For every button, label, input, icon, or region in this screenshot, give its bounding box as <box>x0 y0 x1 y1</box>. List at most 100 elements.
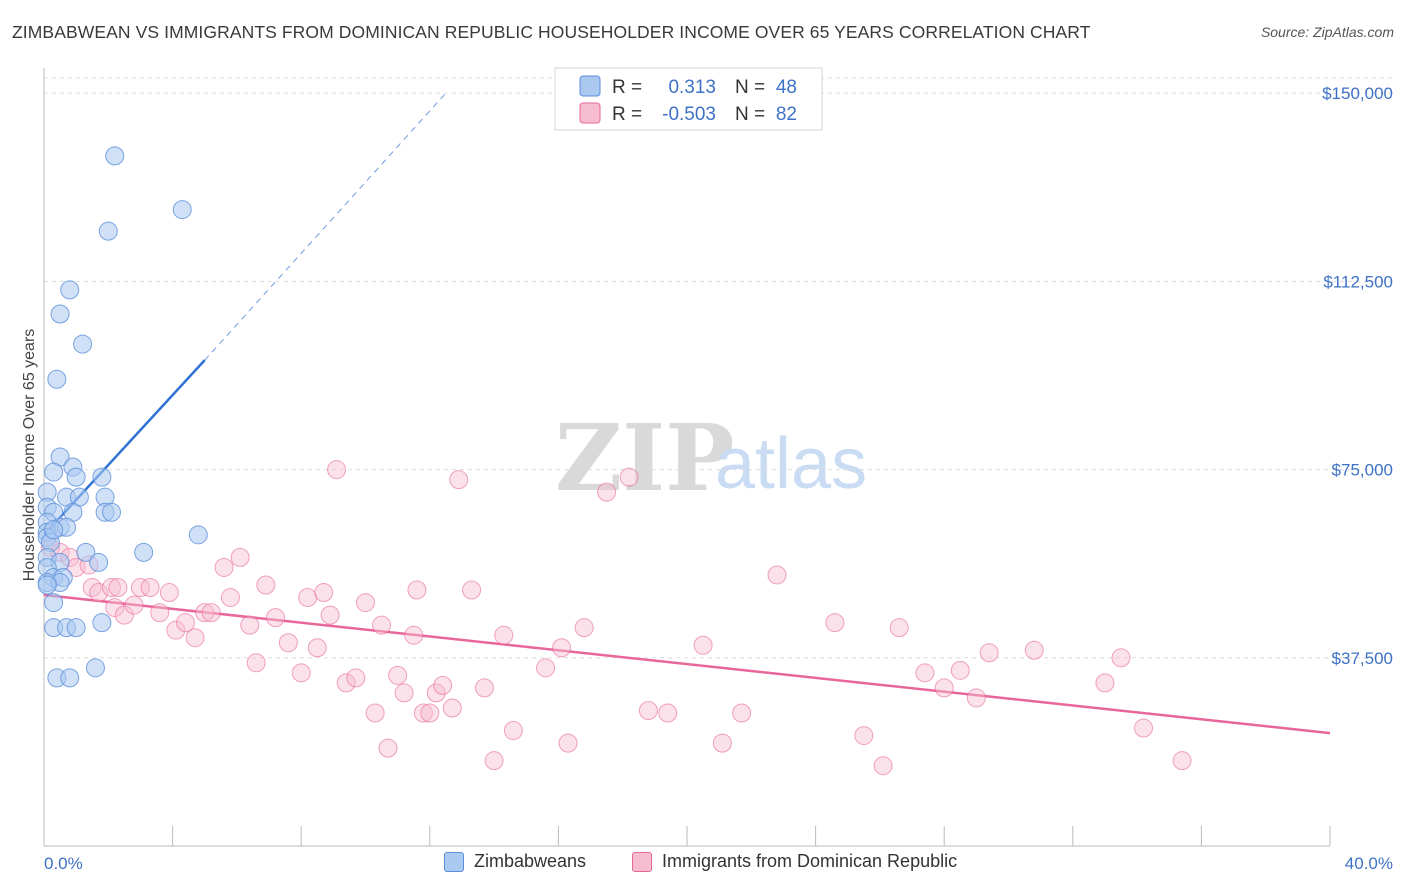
data-point-dominican <box>130 578 150 598</box>
data-point-dominican <box>934 678 954 698</box>
data-point-dominican <box>825 613 845 633</box>
data-point-dominican <box>449 470 469 490</box>
y-tick-label: $150,000 <box>1322 84 1393 103</box>
legend-item-dominican: Immigrants from Dominican Republic <box>632 851 957 872</box>
data-point-dominican <box>1111 648 1131 668</box>
data-point-dominican <box>889 618 909 638</box>
data-point-dominican <box>979 643 999 663</box>
data-point-dominican <box>597 482 617 502</box>
data-point-dominican <box>1134 718 1154 738</box>
data-point-dominican <box>105 598 125 618</box>
watermark-atlas: atlas <box>715 424 867 504</box>
data-point-dominican <box>89 583 109 603</box>
data-point-dominican <box>365 703 385 723</box>
data-point-dominican <box>474 678 494 698</box>
data-point-zimbabwean <box>85 658 105 678</box>
data-point-dominican <box>159 583 179 603</box>
data-point-dominican <box>693 635 713 655</box>
data-point-dominican <box>732 703 752 723</box>
data-point-dominican <box>102 578 122 598</box>
y-tick-labels: $37,500 $75,000 $112,500 $150,000 <box>1322 84 1393 668</box>
data-point-zimbabwean <box>105 146 125 166</box>
legend-swatch-dominican <box>632 851 652 872</box>
series-dominican-points <box>40 460 1192 776</box>
data-point-dominican <box>950 660 970 680</box>
data-point-dominican <box>82 578 102 598</box>
data-point-dominican <box>873 756 893 776</box>
series-legend: Zimbabweans Immigrants from Dominican Re… <box>0 851 1406 879</box>
data-point-zimbabwean <box>188 525 208 545</box>
data-point-dominican <box>108 578 128 598</box>
x-tick-label-min: 0.0% <box>44 854 83 873</box>
source-label: Source: ZipAtlas.com <box>1260 24 1394 40</box>
data-point-dominican <box>336 673 356 693</box>
x-tick-labels: 0.0% 40.0% <box>44 854 1393 873</box>
data-point-zimbabwean <box>44 593 64 613</box>
data-point-dominican <box>966 688 986 708</box>
legend-label-zimbabweans: Zimbabweans <box>474 851 587 871</box>
legend-item-zimbabweans: Zimbabweans <box>444 851 586 872</box>
data-point-dominican <box>915 663 935 683</box>
y-tick-label: $112,500 <box>1323 272 1393 291</box>
data-point-dominican <box>356 593 375 613</box>
data-point-dominican <box>307 638 327 658</box>
data-point-zimbabwean <box>172 200 192 220</box>
legend-r-label-1: R = <box>612 77 642 98</box>
data-point-dominican <box>638 700 658 720</box>
data-point-dominican <box>1172 751 1192 771</box>
data-point-zimbabwean <box>134 542 154 562</box>
data-point-zimbabwean <box>50 304 70 324</box>
data-point-dominican <box>291 663 311 683</box>
legend-swatch-zimbabweans <box>444 851 464 872</box>
data-point-zimbabwean <box>102 502 122 522</box>
legend-r-value-1: 0.313 <box>668 77 716 98</box>
data-point-dominican <box>298 588 318 608</box>
axes <box>43 68 1331 847</box>
y-axis-title: Householder Income Over 65 years <box>21 329 38 582</box>
trend-dominican <box>43 593 1331 735</box>
legend-label-dominican: Immigrants from Dominican Republic <box>662 851 958 871</box>
data-point-dominican <box>214 557 234 577</box>
gridlines <box>44 77 1395 659</box>
data-point-dominican <box>433 675 453 695</box>
data-point-dominican <box>314 583 334 603</box>
legend-n-label-1: N = <box>735 77 765 98</box>
data-point-zimbabwean <box>73 334 93 354</box>
data-point-zimbabwean <box>98 221 118 241</box>
y-tick-label: $37,500 <box>1332 649 1393 668</box>
data-point-dominican <box>278 633 298 653</box>
legend-swatch-blue <box>579 75 601 97</box>
data-point-dominican <box>462 580 482 600</box>
data-point-dominican <box>426 683 446 703</box>
legend-n-label-2: N = <box>735 104 765 125</box>
data-point-dominican <box>246 653 266 673</box>
data-point-dominican <box>536 658 556 678</box>
data-point-dominican <box>619 467 639 487</box>
data-point-dominican <box>185 628 205 648</box>
data-point-dominican <box>256 575 276 595</box>
data-point-dominican <box>201 603 221 623</box>
legend-r-label-2: R = <box>612 104 642 125</box>
data-point-dominican <box>712 733 732 753</box>
data-point-zimbabwean <box>66 618 86 638</box>
series-zimbabwean-points <box>37 146 208 688</box>
legend-swatch-pink <box>579 102 601 124</box>
data-point-dominican <box>854 726 874 746</box>
data-point-dominican <box>388 665 408 685</box>
watermark: ZIP atlas <box>555 404 867 512</box>
data-point-zimbabwean <box>76 542 96 562</box>
data-point-dominican <box>420 703 440 723</box>
data-point-dominican <box>407 580 427 600</box>
x-tick-label-max: 40.0% <box>1345 854 1393 873</box>
data-point-dominican <box>124 595 144 615</box>
data-point-dominican <box>574 618 594 638</box>
data-point-dominican <box>658 703 678 723</box>
data-point-dominican <box>484 751 504 771</box>
data-point-dominican <box>552 638 572 658</box>
data-point-zimbabwean <box>44 520 64 540</box>
data-point-dominican <box>220 588 240 608</box>
data-point-dominican <box>767 565 787 585</box>
data-point-dominican <box>394 683 414 703</box>
data-point-dominican <box>503 721 523 741</box>
